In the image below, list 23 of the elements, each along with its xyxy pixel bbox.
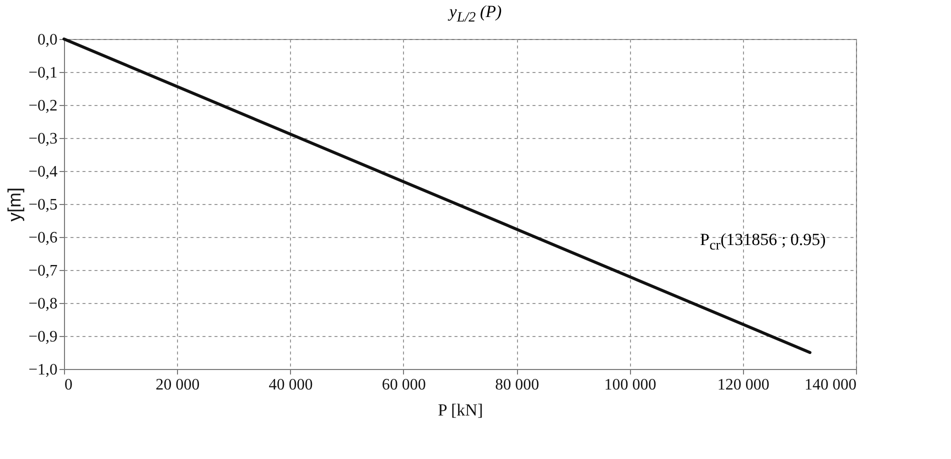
y-tick-label: −0,6 — [28, 230, 58, 246]
x-tick-label: 60 000 — [382, 376, 426, 394]
chart-title: y$_{L/2}$ (P) — [446, 2, 503, 26]
x-tick-label: 100 000 — [604, 376, 656, 394]
y-axis-title: y[m] — [4, 188, 24, 222]
annotation: P$_{cr}$(131856 ; 0.95) — [700, 230, 826, 254]
y-tick-label: −0,9 — [28, 328, 58, 346]
y-tick-label: 0,0 — [38, 32, 58, 48]
x-axis-title: P [kN] — [438, 400, 484, 420]
y-tick-label: −0,5 — [28, 196, 58, 214]
y-tick-label: −0,4 — [28, 164, 58, 180]
y-tick-label: −0,1 — [28, 64, 58, 82]
y-tick-label: −0,2 — [28, 98, 58, 114]
y-tick-label: −0,8 — [28, 296, 58, 312]
y-tick-label: −0,3 — [28, 130, 58, 148]
x-tick-label: 20 000 — [156, 376, 200, 394]
x-tick-label: 120 000 — [717, 376, 770, 394]
x-tick-label: 140 000 — [804, 376, 856, 394]
y-tick-label: −1,0 — [28, 362, 58, 378]
y-tick-label: −0,7 — [28, 262, 58, 280]
x-tick-label: 40 000 — [268, 376, 313, 394]
x-tick-label: 80 000 — [495, 376, 540, 394]
x-tick-label: 0 — [64, 376, 72, 394]
